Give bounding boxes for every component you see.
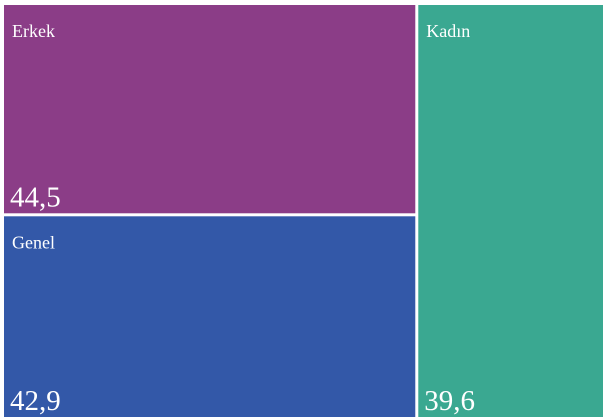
tile-value: 39,6 (424, 385, 475, 417)
tile-label: Erkek (12, 21, 55, 41)
tile-label: Kadın (426, 21, 470, 41)
tile (418, 5, 603, 417)
tile (4, 5, 416, 214)
tile-value: 42,9 (10, 385, 61, 417)
tile-label: Genel (12, 232, 55, 252)
tile (4, 216, 416, 417)
tile-value: 44,5 (10, 181, 61, 213)
